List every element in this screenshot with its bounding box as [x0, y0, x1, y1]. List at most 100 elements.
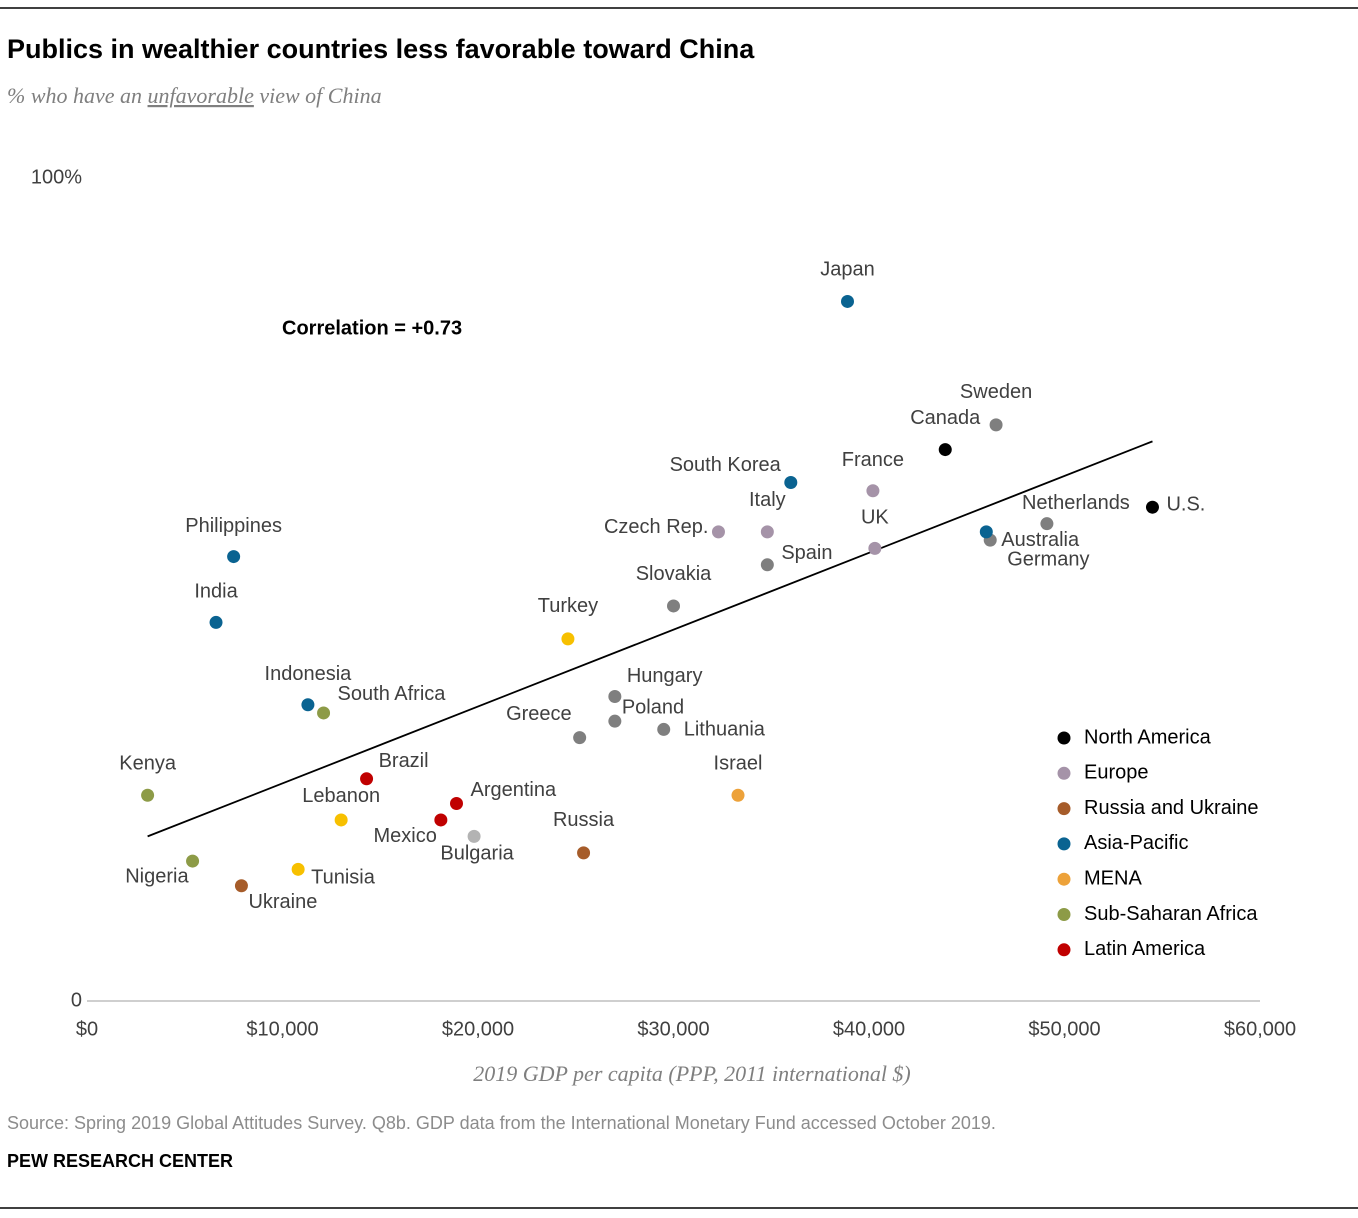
x-tick-label: $20,000: [442, 1018, 514, 1040]
data-point: [784, 476, 798, 490]
credit: PEW RESEARCH CENTER: [7, 1151, 233, 1171]
point-label: Australia: [1001, 529, 1080, 551]
data-point: [573, 731, 587, 745]
data-point: [141, 788, 155, 802]
data-point: [989, 418, 1003, 432]
data-point: [760, 558, 774, 572]
data-point: [866, 484, 880, 498]
data-point: [979, 525, 993, 539]
x-tick-label: $50,000: [1028, 1018, 1100, 1040]
point-label: Brazil: [379, 750, 429, 772]
data-point: [360, 772, 374, 786]
data-point: [840, 294, 854, 308]
data-point: [227, 550, 241, 564]
x-axis-label: 2019 GDP per capita (PPP, 2011 internati…: [473, 1061, 911, 1086]
legend-label: Europe: [1084, 762, 1149, 784]
point-label: Nigeria: [125, 865, 189, 887]
point-label: Philippines: [185, 515, 282, 537]
data-point: [938, 443, 952, 457]
data-point: [711, 525, 725, 539]
point-label: Netherlands: [1022, 492, 1130, 514]
point-label: South Africa: [338, 683, 447, 705]
legend-label: Latin America: [1084, 938, 1206, 960]
point-label: Spain: [781, 542, 832, 564]
trend-line: [147, 440, 1153, 838]
legend-label: Asia-Pacific: [1084, 832, 1188, 854]
data-point: [657, 722, 671, 736]
y-tick-label: 100%: [31, 166, 82, 188]
subtitle-part: unfavorable: [148, 83, 255, 108]
point-label: India: [194, 581, 238, 603]
data-point: [1040, 517, 1054, 531]
point-label: Canada: [910, 407, 981, 429]
legend-swatch: [1057, 837, 1071, 851]
point-label: UK: [861, 507, 889, 529]
data-point: [434, 813, 448, 827]
point-label: Poland: [622, 696, 684, 718]
data-point: [234, 879, 248, 893]
data-point: [608, 714, 622, 728]
legend-swatch: [1057, 802, 1071, 816]
data-point: [1145, 500, 1159, 514]
point-label: Sweden: [960, 381, 1032, 403]
subtitle-part: view of China: [254, 83, 382, 108]
point-label: Italy: [749, 489, 786, 511]
point-label: Israel: [714, 753, 763, 775]
legend-label: Russia and Ukraine: [1084, 797, 1259, 819]
data-point: [449, 796, 463, 810]
data-point: [667, 599, 680, 613]
x-tick-label: $30,000: [637, 1018, 709, 1040]
legend-label: North America: [1084, 726, 1212, 748]
point-label: South Korea: [670, 454, 782, 476]
data-point: [731, 788, 745, 802]
subtitle-part: % who have an: [7, 83, 148, 108]
legend-swatch: [1057, 943, 1071, 957]
point-label: Slovakia: [636, 563, 712, 585]
point-label: Kenya: [119, 753, 177, 775]
data-point: [334, 813, 348, 827]
legend-label: Sub-Saharan Africa: [1084, 903, 1258, 925]
point-label: France: [842, 449, 904, 471]
point-label: Bulgaria: [440, 843, 514, 865]
y-tick-label: 0: [71, 989, 82, 1011]
legend-swatch: [1057, 731, 1071, 745]
legend-swatch: [1057, 908, 1071, 921]
x-tick-label: $40,000: [833, 1018, 905, 1040]
data-point: [317, 706, 331, 720]
data-point: [608, 689, 622, 703]
data-point: [561, 632, 575, 646]
chart-subtitle: % who have an unfavorable view of China: [7, 83, 382, 108]
point-label: Mexico: [373, 825, 436, 847]
point-label: Argentina: [470, 779, 556, 801]
point-label: Germany: [1007, 548, 1089, 570]
point-label: Hungary: [627, 665, 703, 687]
data-point: [301, 698, 315, 712]
point-label: Greece: [506, 703, 572, 725]
point-label: Czech Rep.: [604, 516, 709, 538]
point-label: Lithuania: [684, 719, 766, 741]
chart-title: Publics in wealthier countries less favo…: [7, 34, 755, 64]
point-label: Indonesia: [265, 663, 353, 685]
point-label: Lebanon: [302, 785, 380, 807]
data-point: [760, 525, 774, 539]
legend-swatch: [1057, 766, 1071, 780]
point-label: Tunisia: [311, 867, 376, 889]
point-label: Japan: [820, 259, 875, 281]
point-label: U.S.: [1166, 493, 1205, 515]
x-tick-label: $60,000: [1224, 1018, 1296, 1040]
legend-swatch: [1057, 872, 1071, 886]
data-point: [577, 846, 591, 860]
data-point: [868, 541, 882, 555]
data-point: [291, 862, 305, 876]
source: Source: Spring 2019 Global Attitudes Sur…: [7, 1113, 996, 1133]
data-point: [186, 854, 200, 868]
annotation: Correlation = +0.73: [282, 317, 462, 339]
legend-label: MENA: [1084, 867, 1142, 889]
point-label: Russia: [553, 809, 615, 831]
point-label: Turkey: [538, 595, 598, 617]
x-tick-label: $10,000: [246, 1018, 318, 1040]
point-label: Ukraine: [248, 891, 317, 913]
data-point: [467, 829, 481, 843]
